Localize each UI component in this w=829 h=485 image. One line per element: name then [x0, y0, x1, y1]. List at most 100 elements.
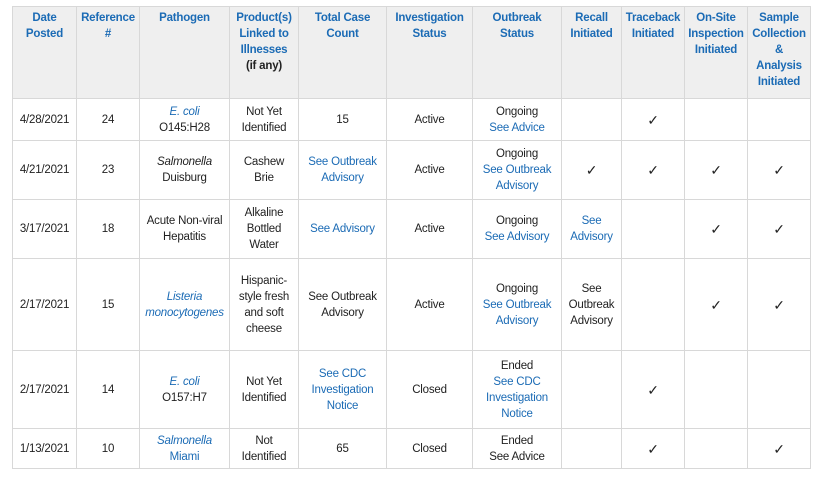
pathogen: E. coli O157:H7 — [139, 350, 230, 429]
pathogen: Acute Non-viral Hepatitis — [139, 199, 230, 259]
product: Cashew Brie — [229, 140, 299, 200]
strain: O157:H7 — [162, 391, 207, 404]
product: Alkaline Bottled Water — [229, 199, 299, 259]
strain: Duisburg — [162, 172, 207, 184]
recall — [561, 98, 622, 141]
header-cell: Reference # — [76, 6, 140, 99]
traceback — [621, 258, 685, 351]
row: 2/17/2021 14 E. coli O157:H7 Not Yet Iden… — [12, 350, 811, 429]
header-cell: Sample Collection & Analysis Initiated — [747, 6, 811, 99]
reference: 14 — [76, 350, 140, 429]
header-row: Date Posted Reference # Pathogen Product… — [12, 6, 811, 99]
recall: See Outbreak Advisory — [561, 258, 622, 351]
cases-link[interactable]: See CDC Investigation Notice — [298, 350, 387, 429]
traceback — [621, 199, 685, 259]
header-note: (if any) — [245, 60, 283, 72]
row: 1/13/2021 10 Salmonella Miami Not Identif… — [12, 428, 811, 469]
status: Ongoing — [495, 282, 539, 295]
date: 1/13/2021 — [12, 428, 77, 469]
outbreak: Ongoing See Outbreak Advisory — [472, 258, 562, 351]
onsite: ✓ — [684, 258, 748, 351]
investigation: Active — [386, 258, 473, 351]
onsite — [684, 350, 748, 429]
status: Ended — [500, 434, 534, 447]
onsite — [684, 98, 748, 141]
advice: See Advice — [489, 450, 545, 463]
link[interactable]: See Advisory — [484, 231, 550, 243]
traceback: ✓ — [621, 98, 685, 141]
reference: 24 — [76, 98, 140, 141]
outbreak: Ongoing See Advice — [472, 98, 562, 141]
sample — [747, 350, 811, 429]
row: 2/17/2021 15 Listeria monocytogenes Hispa… — [12, 258, 811, 351]
reference: 15 — [76, 258, 140, 351]
date: 4/21/2021 — [12, 140, 77, 200]
pathogen-link[interactable]: Salmonella Miami — [139, 428, 230, 469]
strain: Miami — [169, 450, 200, 463]
header-cell: Outbreak Status — [472, 6, 562, 99]
recall — [561, 350, 622, 429]
cases-link[interactable]: See Advisory — [298, 199, 387, 259]
status: Ongoing — [495, 215, 539, 227]
investigation: Closed — [386, 428, 473, 469]
traceback: ✓ — [621, 428, 685, 469]
onsite: ✓ — [684, 140, 748, 200]
investigation: Active — [386, 199, 473, 259]
strain: O145:H28 — [159, 121, 210, 134]
investigation: Active — [386, 98, 473, 141]
date: 4/28/2021 — [12, 98, 77, 141]
investigation: Closed — [386, 350, 473, 429]
outbreak: Ended See CDC Investigation Notice — [472, 350, 562, 429]
recall-link[interactable]: See Advisory — [561, 199, 622, 259]
reference: 10 — [76, 428, 140, 469]
pathogen-link[interactable]: Listeria monocytogenes — [139, 258, 230, 351]
link[interactable]: See Outbreak Advisory — [482, 164, 552, 192]
genus: Salmonella — [157, 434, 212, 447]
pathogen: E. coli O145:H28 — [139, 98, 230, 141]
date: 3/17/2021 — [12, 199, 77, 259]
sample: ✓ — [747, 258, 811, 351]
date: 2/17/2021 — [12, 258, 77, 351]
header-cell: Total Case Count — [298, 6, 387, 99]
outbreak-table: Date Posted Reference # Pathogen Product… — [12, 6, 811, 469]
pathogen-link[interactable]: E. coli — [169, 105, 200, 118]
genus: Listeria — [166, 290, 203, 303]
header-cell: Date Posted — [12, 6, 77, 99]
traceback: ✓ — [621, 140, 685, 200]
link[interactable]: See CDC Investigation Notice — [486, 375, 548, 420]
header-cell: Traceback Initiated — [621, 6, 685, 99]
row: 4/21/2021 23 Salmonella Duisburg Cashew B… — [12, 140, 811, 200]
cases: See Outbreak Advisory — [298, 258, 387, 351]
cases-link[interactable]: See Outbreak Advisory — [298, 140, 387, 200]
pathogen: Salmonella Duisburg — [139, 140, 230, 200]
product: Not Yet Identified — [229, 98, 299, 141]
status: Ongoing — [495, 148, 539, 160]
outbreak: Ongoing See Advisory — [472, 199, 562, 259]
product: Not Identified — [229, 428, 299, 469]
sample: ✓ — [747, 428, 811, 469]
row: 4/28/2021 24 E. coli O145:H28 Not Yet Ide… — [12, 98, 811, 141]
status: Ongoing — [495, 105, 539, 118]
header-cell: Product(s) Linked to Illnesses (if any) — [229, 6, 299, 99]
sample: ✓ — [747, 140, 811, 200]
sample — [747, 98, 811, 141]
link[interactable]: See Outbreak Advisory — [482, 298, 552, 327]
header-title: Product(s) Linked to Illnesses — [236, 12, 292, 56]
product: Hispanic-style fresh and soft cheese — [229, 258, 299, 351]
link[interactable]: See Advice — [489, 121, 545, 134]
header-cell: Recall Initiated — [561, 6, 622, 99]
product: Not Yet Identified — [229, 350, 299, 429]
header-cell: Investigation Status — [386, 6, 473, 99]
outbreak: Ended See Advice — [472, 428, 562, 469]
outbreak: Ongoing See Outbreak Advisory — [472, 140, 562, 200]
header-cell: Pathogen — [139, 6, 230, 99]
reference: 18 — [76, 199, 140, 259]
header-cell: On-Site Inspection Initiated — [684, 6, 748, 99]
row: 3/17/2021 18 Acute Non-viral Hepatitis A… — [12, 199, 811, 259]
traceback: ✓ — [621, 350, 685, 429]
pathogen-link[interactable]: E. coli — [169, 375, 200, 388]
onsite — [684, 428, 748, 469]
date: 2/17/2021 — [12, 350, 77, 429]
strain: monocytogenes — [145, 306, 224, 319]
